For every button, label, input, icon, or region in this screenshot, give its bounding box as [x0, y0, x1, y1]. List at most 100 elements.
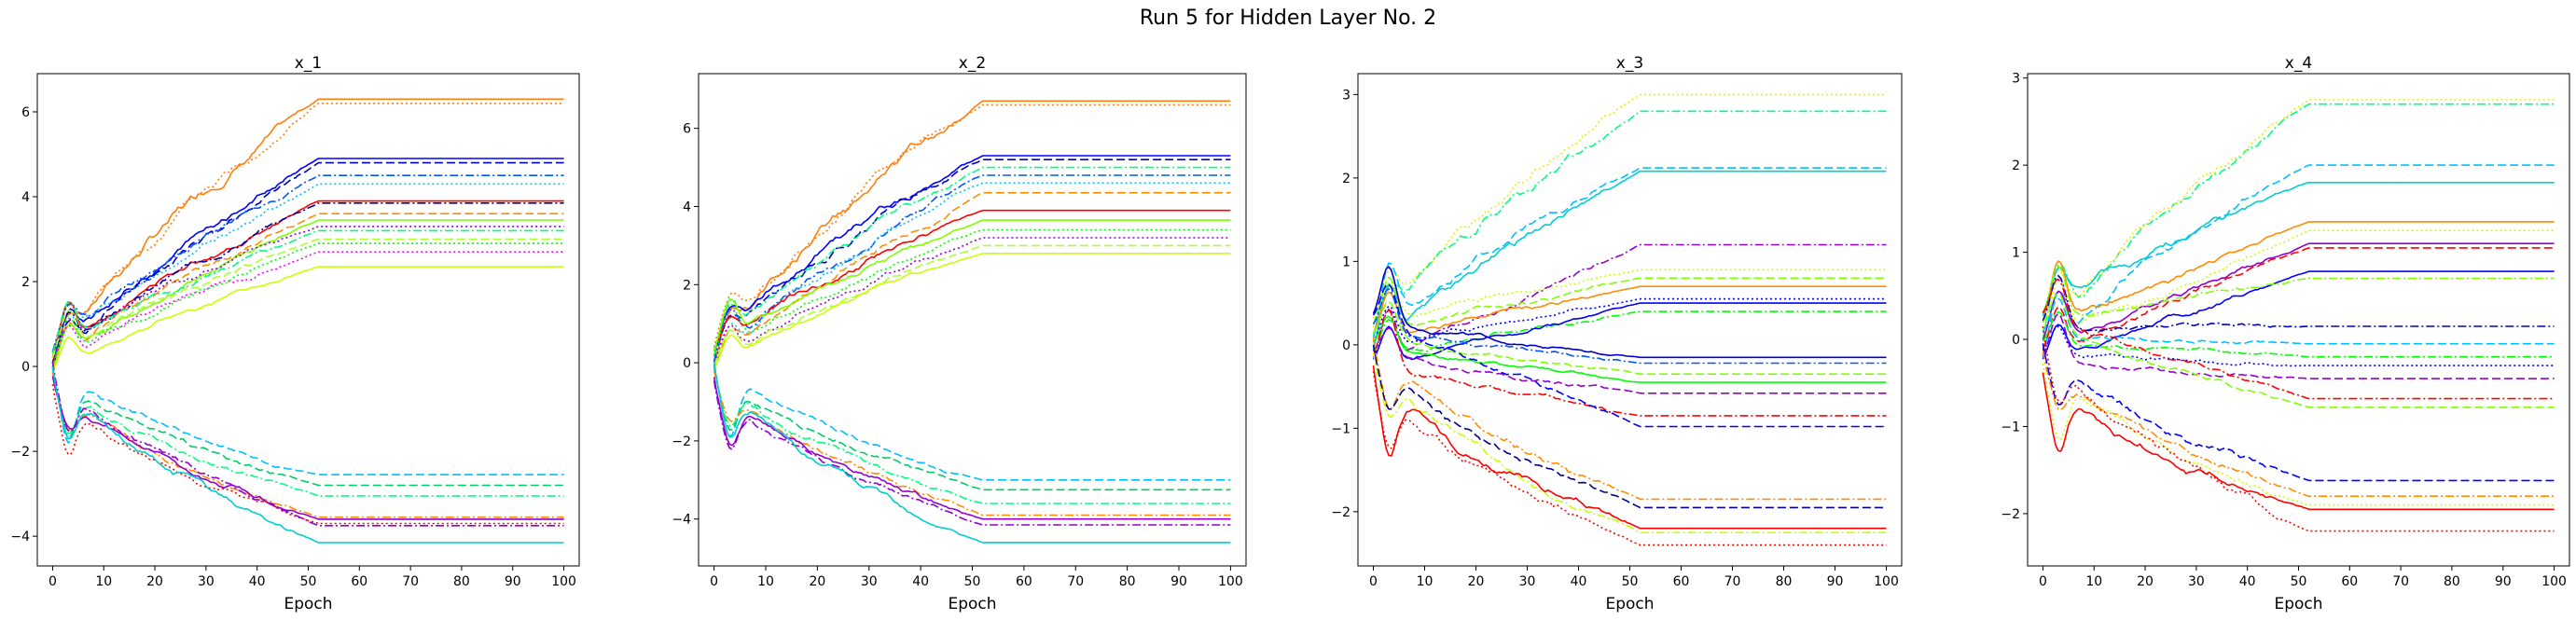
series-line	[713, 192, 1231, 371]
series-line	[713, 363, 1231, 481]
x-tick-label: 70	[1067, 574, 1084, 589]
y-tick-label: 1	[2012, 246, 2020, 261]
figure-suptitle: Run 5 for Hidden Layer No. 2	[1140, 7, 1436, 30]
y-tick-label: −2	[2001, 507, 2020, 522]
series-line	[1372, 308, 1887, 417]
series-line	[713, 252, 1231, 371]
series-line	[51, 266, 564, 373]
series-line	[51, 161, 564, 373]
series-line	[51, 383, 564, 525]
series-line	[713, 380, 1231, 526]
x-tick-label: 100	[1874, 574, 1899, 589]
series-line	[2042, 164, 2555, 358]
series-line	[713, 219, 1231, 352]
y-tick-label: 4	[21, 190, 30, 205]
y-tick-label: 0	[683, 356, 691, 371]
series-group	[1372, 93, 1887, 546]
series-line	[713, 182, 1231, 367]
x-tick-label: 10	[2085, 574, 2102, 589]
series-line	[713, 158, 1231, 357]
y-tick-label: −2	[10, 445, 30, 460]
y-tick-label: −4	[672, 513, 691, 528]
series-line	[1372, 285, 1887, 334]
series-line	[1372, 337, 1887, 501]
series-group	[713, 100, 1231, 544]
y-tick-label: 6	[21, 105, 30, 120]
series-line	[713, 377, 1231, 520]
series-line	[51, 226, 564, 353]
series-line	[1372, 300, 1887, 376]
series-group	[51, 98, 564, 544]
subplot-4: 0 10 20 30 40 50 60 70 80 90 100 −2 −1 0 1 2 3 x_4 Epoch	[2001, 54, 2570, 613]
series-line	[713, 100, 1231, 367]
series-line	[1372, 288, 1887, 365]
series-line	[713, 166, 1231, 357]
x-tick-label: 50	[2291, 574, 2307, 589]
y-tick-label: 1	[1342, 255, 1350, 269]
x-tick-label: 30	[198, 574, 215, 589]
y-tick-label: 0	[21, 360, 30, 375]
x-tick-label: 0	[1369, 574, 1378, 589]
series-line	[713, 244, 1231, 367]
series-line	[2042, 99, 2555, 350]
y-tick-label: 0	[2012, 333, 2020, 348]
x-tick-label: 0	[710, 574, 718, 589]
series-line	[2042, 343, 2555, 482]
series-line	[2042, 363, 2555, 506]
x-tick-label: 40	[2239, 574, 2256, 589]
series-line	[1372, 344, 1887, 509]
y-tick-label: 0	[1342, 338, 1350, 353]
series-line	[1372, 326, 1887, 394]
series-line	[51, 251, 564, 365]
y-tick-label: 3	[1342, 88, 1350, 103]
x-tick-label: 90	[505, 574, 521, 589]
series-line	[51, 219, 564, 373]
x-tick-label: 80	[2444, 574, 2460, 589]
series-line	[51, 238, 564, 359]
x-axis-label: Epoch	[1605, 595, 1654, 613]
series-line	[1372, 243, 1887, 359]
series-line	[1372, 266, 1887, 359]
series-line	[51, 365, 564, 544]
series-line	[2042, 297, 2555, 345]
y-tick-label: −2	[1331, 505, 1350, 520]
series-line	[2042, 278, 2555, 400]
x-tick-label: 80	[1776, 574, 1793, 589]
x-tick-label: 60	[2341, 574, 2358, 589]
series-line	[51, 202, 564, 364]
series-line	[51, 183, 564, 358]
series-line	[2042, 229, 2555, 331]
x-tick-label: 70	[402, 574, 419, 589]
series-line	[713, 365, 1231, 491]
x-tick-label: 100	[1218, 574, 1243, 589]
series-line	[1372, 302, 1887, 361]
series-line	[51, 376, 564, 520]
y-tick-label: 2	[683, 278, 691, 293]
x-tick-label: 80	[1119, 574, 1136, 589]
x-tick-label: 30	[2188, 574, 2205, 589]
x-tick-label: 40	[912, 574, 929, 589]
x-tick-label: 60	[1016, 574, 1032, 589]
series-line	[713, 174, 1231, 362]
x-tick-label: 10	[757, 574, 774, 589]
x-tick-label: 40	[249, 574, 266, 589]
series-line	[2042, 265, 2555, 317]
subplot-title: x_2	[959, 54, 986, 73]
x-tick-label: 60	[351, 574, 367, 589]
series-line	[713, 209, 1231, 352]
x-axis-label: Epoch	[2274, 595, 2322, 613]
x-tick-label: 30	[1519, 574, 1536, 589]
subplot-1: 0 10 20 30 40 50 60 70 80 90 100 −4 −2 0 2 4 6 x_1 Epoch	[10, 54, 580, 613]
series-line	[1372, 170, 1887, 351]
x-tick-label: 0	[48, 574, 57, 589]
x-tick-label: 70	[2392, 574, 2409, 589]
x-tick-label: 60	[1673, 574, 1690, 589]
series-line	[1372, 167, 1887, 339]
series-line	[51, 370, 564, 497]
series-line	[713, 367, 1231, 504]
series-line	[1372, 351, 1887, 534]
x-tick-label: 90	[1827, 574, 1844, 589]
series-line	[1372, 315, 1887, 383]
